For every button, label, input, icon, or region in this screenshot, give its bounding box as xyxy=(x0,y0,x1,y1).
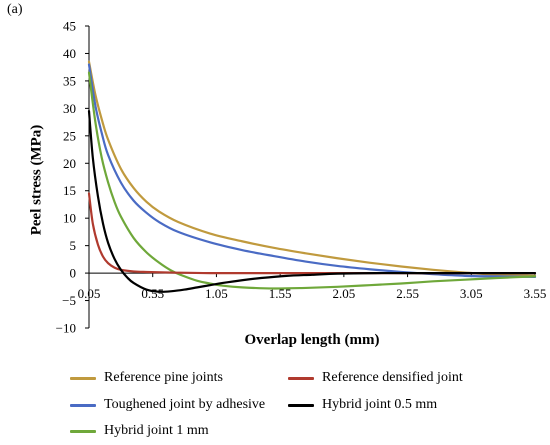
x-tick-label: 2.55 xyxy=(396,286,419,301)
y-axis-title: Peel stress (MPa) xyxy=(28,124,45,236)
series-line-reference-pine xyxy=(87,60,537,277)
y-tick-label: 45 xyxy=(63,19,76,34)
legend-swatch-hybrid-1 xyxy=(70,429,96,433)
y-tick-label: 15 xyxy=(63,183,76,198)
y-tick-label: 10 xyxy=(63,211,76,226)
y-tick-label: −10 xyxy=(56,321,76,336)
series-line-hybrid-05 xyxy=(87,110,537,293)
y-tick-label: 25 xyxy=(63,128,76,143)
x-axis-title: Overlap length (mm) xyxy=(244,332,380,348)
legend-item-reference-densified: Reference densified joint xyxy=(288,370,463,386)
series-line-hybrid-1 xyxy=(87,71,537,290)
y-tick-label: 35 xyxy=(63,73,76,88)
legend-item-hybrid-05: Hybrid joint 0.5 mm xyxy=(288,397,437,413)
x-tick-label: 3.55 xyxy=(524,286,547,301)
legend-swatch-reference-densified xyxy=(288,376,314,380)
legend-swatch-toughened xyxy=(70,403,96,407)
legend-label-reference-pine: Reference pine joints xyxy=(104,370,223,385)
legend-item-reference-pine: Reference pine joints xyxy=(70,370,223,386)
legend-swatch-reference-pine xyxy=(70,376,96,380)
series-line-toughened xyxy=(87,63,537,279)
x-tick-label: 2.05 xyxy=(332,286,355,301)
legend-label-reference-densified: Reference densified joint xyxy=(322,370,463,385)
x-tick-label: 3.05 xyxy=(460,286,483,301)
legend-swatch-hybrid-05 xyxy=(288,403,314,407)
x-tick-label: 1.55 xyxy=(269,286,292,301)
legend-label-toughened: Toughened joint by adhesive xyxy=(104,397,266,412)
y-tick-label: 40 xyxy=(63,46,76,61)
legend-label-hybrid-05: Hybrid joint 0.5 mm xyxy=(322,397,438,412)
legend-label-hybrid-1: Hybrid joint 1 mm xyxy=(104,423,209,438)
y-tick-label: 30 xyxy=(63,101,76,116)
x-tick-label: 1.05 xyxy=(205,286,228,301)
panel-label: (a) xyxy=(7,2,23,17)
legend: Reference pine joints Reference densifie… xyxy=(70,370,540,440)
y-tick-label: 20 xyxy=(63,156,76,171)
legend-item-toughened: Toughened joint by adhesive xyxy=(70,397,265,413)
y-tick-label: 5 xyxy=(70,238,77,253)
y-tick-label: 0 xyxy=(70,266,77,281)
x-tick-label: 0.05 xyxy=(78,286,101,301)
legend-item-hybrid-1: Hybrid joint 1 mm xyxy=(70,423,209,439)
y-tick-label: −5 xyxy=(62,293,76,308)
